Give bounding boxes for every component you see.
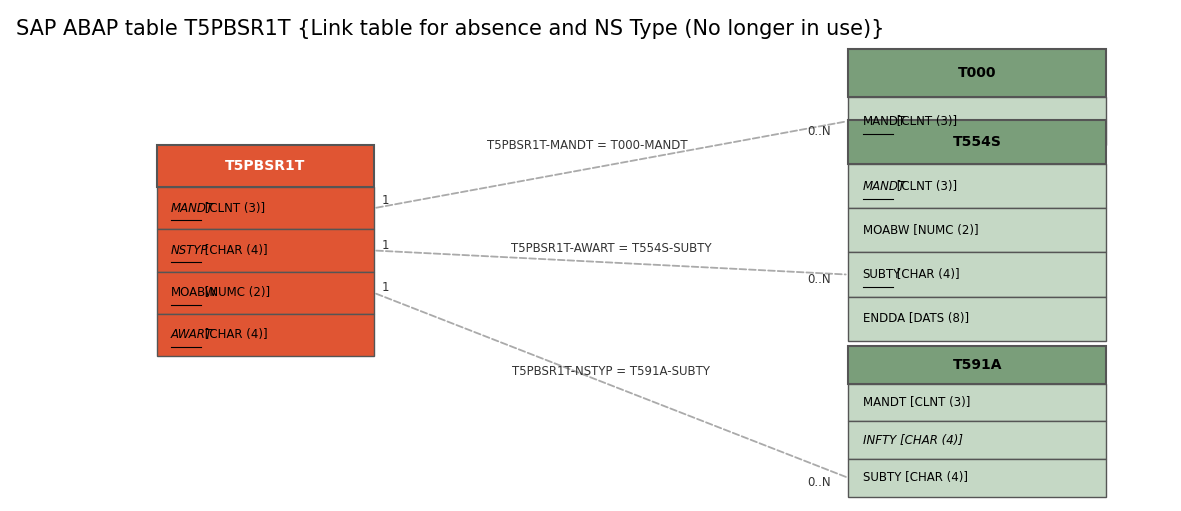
Text: MANDT [CLNT (3)]: MANDT [CLNT (3)] xyxy=(862,396,970,409)
Bar xyxy=(848,97,1107,145)
Text: T000: T000 xyxy=(958,66,997,80)
Text: [CHAR (4)]: [CHAR (4)] xyxy=(201,329,268,341)
Text: SAP ABAP table T5PBSR1T {Link table for absence and NS Type (No longer in use)}: SAP ABAP table T5PBSR1T {Link table for … xyxy=(15,19,885,39)
Bar xyxy=(157,271,373,314)
Text: T5PBSR1T-NSTYP = T591A-SUBTY: T5PBSR1T-NSTYP = T591A-SUBTY xyxy=(513,365,710,378)
Text: INFTY [CHAR (4)]: INFTY [CHAR (4)] xyxy=(862,434,963,447)
Text: MOABW [NUMC (2)]: MOABW [NUMC (2)] xyxy=(862,224,978,237)
Text: T5PBSR1T-MANDT = T000-MANDT: T5PBSR1T-MANDT = T000-MANDT xyxy=(488,139,687,152)
Bar xyxy=(848,120,1107,164)
Bar xyxy=(848,422,1107,459)
Text: T5PBSR1T: T5PBSR1T xyxy=(224,159,305,173)
Text: SUBTY: SUBTY xyxy=(862,268,901,281)
Text: SUBTY [CHAR (4)]: SUBTY [CHAR (4)] xyxy=(862,472,967,484)
Text: T591A: T591A xyxy=(953,358,1003,372)
Text: [CLNT (3)]: [CLNT (3)] xyxy=(893,114,957,128)
Text: 1: 1 xyxy=(381,239,390,252)
Bar xyxy=(848,164,1107,208)
Bar xyxy=(848,252,1107,297)
Text: [NUMC (2)]: [NUMC (2)] xyxy=(201,286,270,299)
Text: MANDT: MANDT xyxy=(862,114,906,128)
Bar xyxy=(848,50,1107,97)
Bar xyxy=(848,384,1107,422)
Bar xyxy=(848,346,1107,384)
Text: [CHAR (4)]: [CHAR (4)] xyxy=(201,244,268,257)
Text: [CLNT (3)]: [CLNT (3)] xyxy=(201,202,266,215)
Text: [CLNT (3)]: [CLNT (3)] xyxy=(893,180,957,193)
Text: 0..N: 0..N xyxy=(808,125,831,137)
Text: MOABW: MOABW xyxy=(171,286,217,299)
Text: [CHAR (4)]: [CHAR (4)] xyxy=(893,268,960,281)
Bar xyxy=(157,145,373,187)
Text: NSTYP: NSTYP xyxy=(171,244,208,257)
Bar xyxy=(157,187,373,229)
Text: 1: 1 xyxy=(381,281,390,294)
Bar xyxy=(848,297,1107,341)
Text: 0..N: 0..N xyxy=(808,273,831,286)
Text: T5PBSR1T-AWART = T554S-SUBTY: T5PBSR1T-AWART = T554S-SUBTY xyxy=(510,242,711,255)
Bar xyxy=(848,459,1107,497)
Bar xyxy=(157,229,373,271)
Text: MANDT: MANDT xyxy=(171,202,214,215)
Text: MANDT: MANDT xyxy=(862,180,906,193)
Bar xyxy=(157,314,373,356)
Text: T554S: T554S xyxy=(953,135,1001,149)
Bar xyxy=(848,208,1107,252)
Text: 0..N: 0..N xyxy=(808,476,831,490)
Text: 1: 1 xyxy=(381,194,390,207)
Text: AWART: AWART xyxy=(171,329,213,341)
Text: ENDDA [DATS (8)]: ENDDA [DATS (8)] xyxy=(862,312,968,326)
